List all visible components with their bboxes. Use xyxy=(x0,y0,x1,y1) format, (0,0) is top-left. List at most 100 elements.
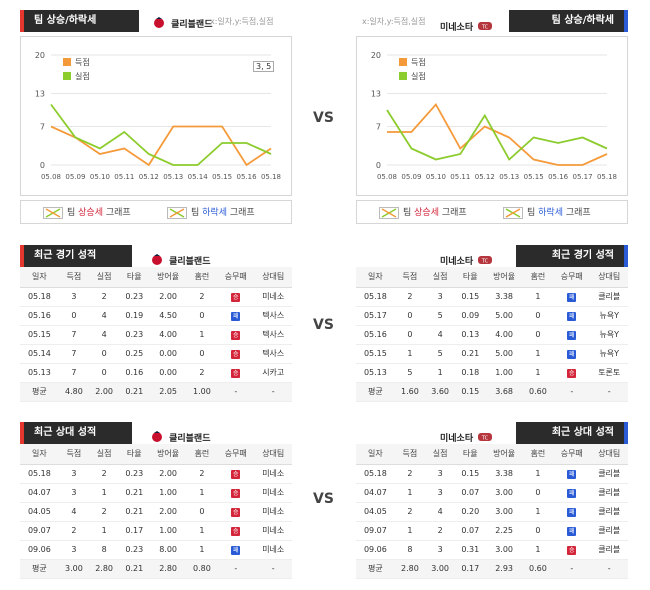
table-cell: 05.16 xyxy=(356,325,395,345)
loss-badge: 패 xyxy=(567,488,577,498)
table-cell: 2 xyxy=(186,464,218,484)
down-trend-icon xyxy=(167,206,187,219)
win-badge: 승 xyxy=(231,526,241,536)
win-badge: 승 xyxy=(231,349,241,359)
table-cell: 클리블 xyxy=(590,540,628,560)
table-cell: 텍사스 xyxy=(254,306,292,326)
right-accent-bar xyxy=(624,10,628,32)
table-row: 05.15 1 5 0.21 5.00 1 패 뉴욕Y xyxy=(356,344,628,364)
result-cell: 승 xyxy=(217,287,255,307)
legend-swatch xyxy=(399,72,407,80)
result-cell: 패 xyxy=(217,306,255,326)
table-cell: 4 xyxy=(425,502,456,522)
average-cell: 3.68 xyxy=(485,382,523,402)
average-cell: 0.21 xyxy=(119,382,150,402)
column-header: 승무패 xyxy=(553,267,591,288)
table-cell: 7 xyxy=(58,344,90,364)
table-row: 05.15 7 4 0.23 4.00 1 승 텍사스 xyxy=(20,325,292,345)
table-cell: 0.07 xyxy=(455,521,486,541)
table-cell: 05.15 xyxy=(20,325,59,345)
result-cell: 패 xyxy=(553,287,591,307)
table-cell: 1 xyxy=(394,344,426,364)
table-row: 09.07 1 2 0.07 2.25 0 패 클리블 xyxy=(356,521,628,541)
table-cell: 0.23 xyxy=(119,325,150,345)
average-cell: 3.60 xyxy=(425,382,456,402)
right-trend-chart: 0 7 13 20 05.08 05.09 05.10 05.11 05.12 05.13 05.1… xyxy=(356,36,628,196)
table-cell: 5 xyxy=(394,363,426,383)
win-badge: 승 xyxy=(231,368,241,378)
table-cell: 1 xyxy=(522,464,554,484)
average-row: 평균 1.60 3.60 0.15 3.68 0.60- - xyxy=(356,382,628,402)
right-line-chart: 0 7 13 20 05.08 05.09 05.10 05.11 05.12 05.13 05.1… xyxy=(371,51,617,181)
x-tick-label: 05.18 xyxy=(261,173,281,181)
average-cell: 2.05 xyxy=(149,382,187,402)
average-cell: 평균 xyxy=(20,382,59,402)
table-cell: 0.00 xyxy=(149,363,187,383)
legend-up: 팀 상승세 그래프 xyxy=(379,206,467,220)
loss-badge: 패 xyxy=(567,469,577,479)
legend-down-prefix: 팀 xyxy=(527,208,539,218)
table-cell: 4 xyxy=(89,306,120,326)
table-cell: 3 xyxy=(58,483,90,503)
column-header: 일자 xyxy=(356,267,395,288)
table-cell: 미네소 xyxy=(254,287,292,307)
table-cell: 미네소 xyxy=(254,483,292,503)
table-cell: 0.00 xyxy=(149,344,187,364)
table-cell: 3 xyxy=(425,483,456,503)
column-header: 타율 xyxy=(455,444,486,465)
left-h2h-panel: 최근 상대 성적 클리블랜드 일자 득점 실점 타율 방어율 홈런 승무패 상대팀 05.18 3… xyxy=(20,422,292,579)
result-cell: 승 xyxy=(217,344,255,364)
right-trend-team: x:일자,y:득점,실점 미네소타 TC xyxy=(356,12,506,33)
table-row: 05.13 5 1 0.18 1.00 1 승 토론토 xyxy=(356,363,628,383)
left-trend-title: 팀 상승/하락세 xyxy=(24,10,139,32)
loss-badge: 패 xyxy=(231,311,241,321)
average-cell: - xyxy=(590,382,628,402)
table-cell: 클리블 xyxy=(590,502,628,522)
table-cell: 0 xyxy=(522,325,554,345)
left-h2h-team-name: 클리블랜드 xyxy=(169,434,211,444)
result-cell: 승 xyxy=(217,464,255,484)
table-cell: 0 xyxy=(394,306,426,326)
loss-badge: 패 xyxy=(567,330,577,340)
result-cell: 패 xyxy=(553,306,591,326)
table-cell: 0.09 xyxy=(455,306,486,326)
series-line-score xyxy=(387,102,608,166)
table-cell: 3.00 xyxy=(485,502,523,522)
average-row: 평균 3.00 2.80 0.21 2.80 0.80- - xyxy=(20,559,292,579)
left-line-chart: 0 7 13 20 05.08 05.09 05.10 05.11 05.12 05.13 05.1… xyxy=(35,51,281,181)
table-cell: 0.18 xyxy=(455,363,486,383)
table-cell: 2.00 xyxy=(149,287,187,307)
left-recent-accent xyxy=(20,245,24,267)
table-header-row: 일자 득점 실점 타율 방어율 홈런 승무패 상대팀 xyxy=(20,267,292,288)
table-cell: 1 xyxy=(522,344,554,364)
table-cell: 3.38 xyxy=(485,464,523,484)
table-cell: 1.00 xyxy=(149,483,187,503)
table-cell: 3 xyxy=(58,287,90,307)
result-cell: 패 xyxy=(553,521,591,541)
table-row: 05.18 2 3 0.15 3.38 1 패 클리블 xyxy=(356,464,628,484)
table-row: 05.17 0 5 0.09 5.00 0 패 뉴욕Y xyxy=(356,306,628,326)
table-cell: 2 xyxy=(186,287,218,307)
table-cell: 0 xyxy=(89,344,120,364)
x-tick-label: 05.09 xyxy=(401,173,421,181)
average-cell: 3.00 xyxy=(58,559,90,579)
column-header: 홈런 xyxy=(186,267,218,288)
legend-swatch xyxy=(63,58,71,66)
table-cell: 1 xyxy=(89,483,120,503)
column-header: 일자 xyxy=(20,444,59,465)
table-cell: 3 xyxy=(425,540,456,560)
legend-up-word: 상승세 xyxy=(414,208,439,218)
table-row: 05.16 0 4 0.13 4.00 0 패 뉴욕Y xyxy=(356,325,628,345)
right-trend-title: 팀 상승/하락세 xyxy=(509,10,624,32)
left-h2h-title: 최근 상대 성적 xyxy=(24,422,132,444)
table-cell: 2.00 xyxy=(149,502,187,522)
legend-down-suffix: 그래프 xyxy=(227,208,255,218)
table-cell: 3 xyxy=(58,464,90,484)
table-header-row: 일자 득점 실점 타율 방어율 홈런 승무패 상대팀 xyxy=(356,267,628,288)
up-trend-icon xyxy=(43,206,63,219)
legend-up-word: 상승세 xyxy=(78,208,103,218)
legend-up: 팀 상승세 그래프 xyxy=(43,206,131,220)
table-cell: 4.00 xyxy=(149,325,187,345)
column-header: 승무패 xyxy=(217,267,255,288)
x-tick-label: 05.10 xyxy=(90,173,110,181)
